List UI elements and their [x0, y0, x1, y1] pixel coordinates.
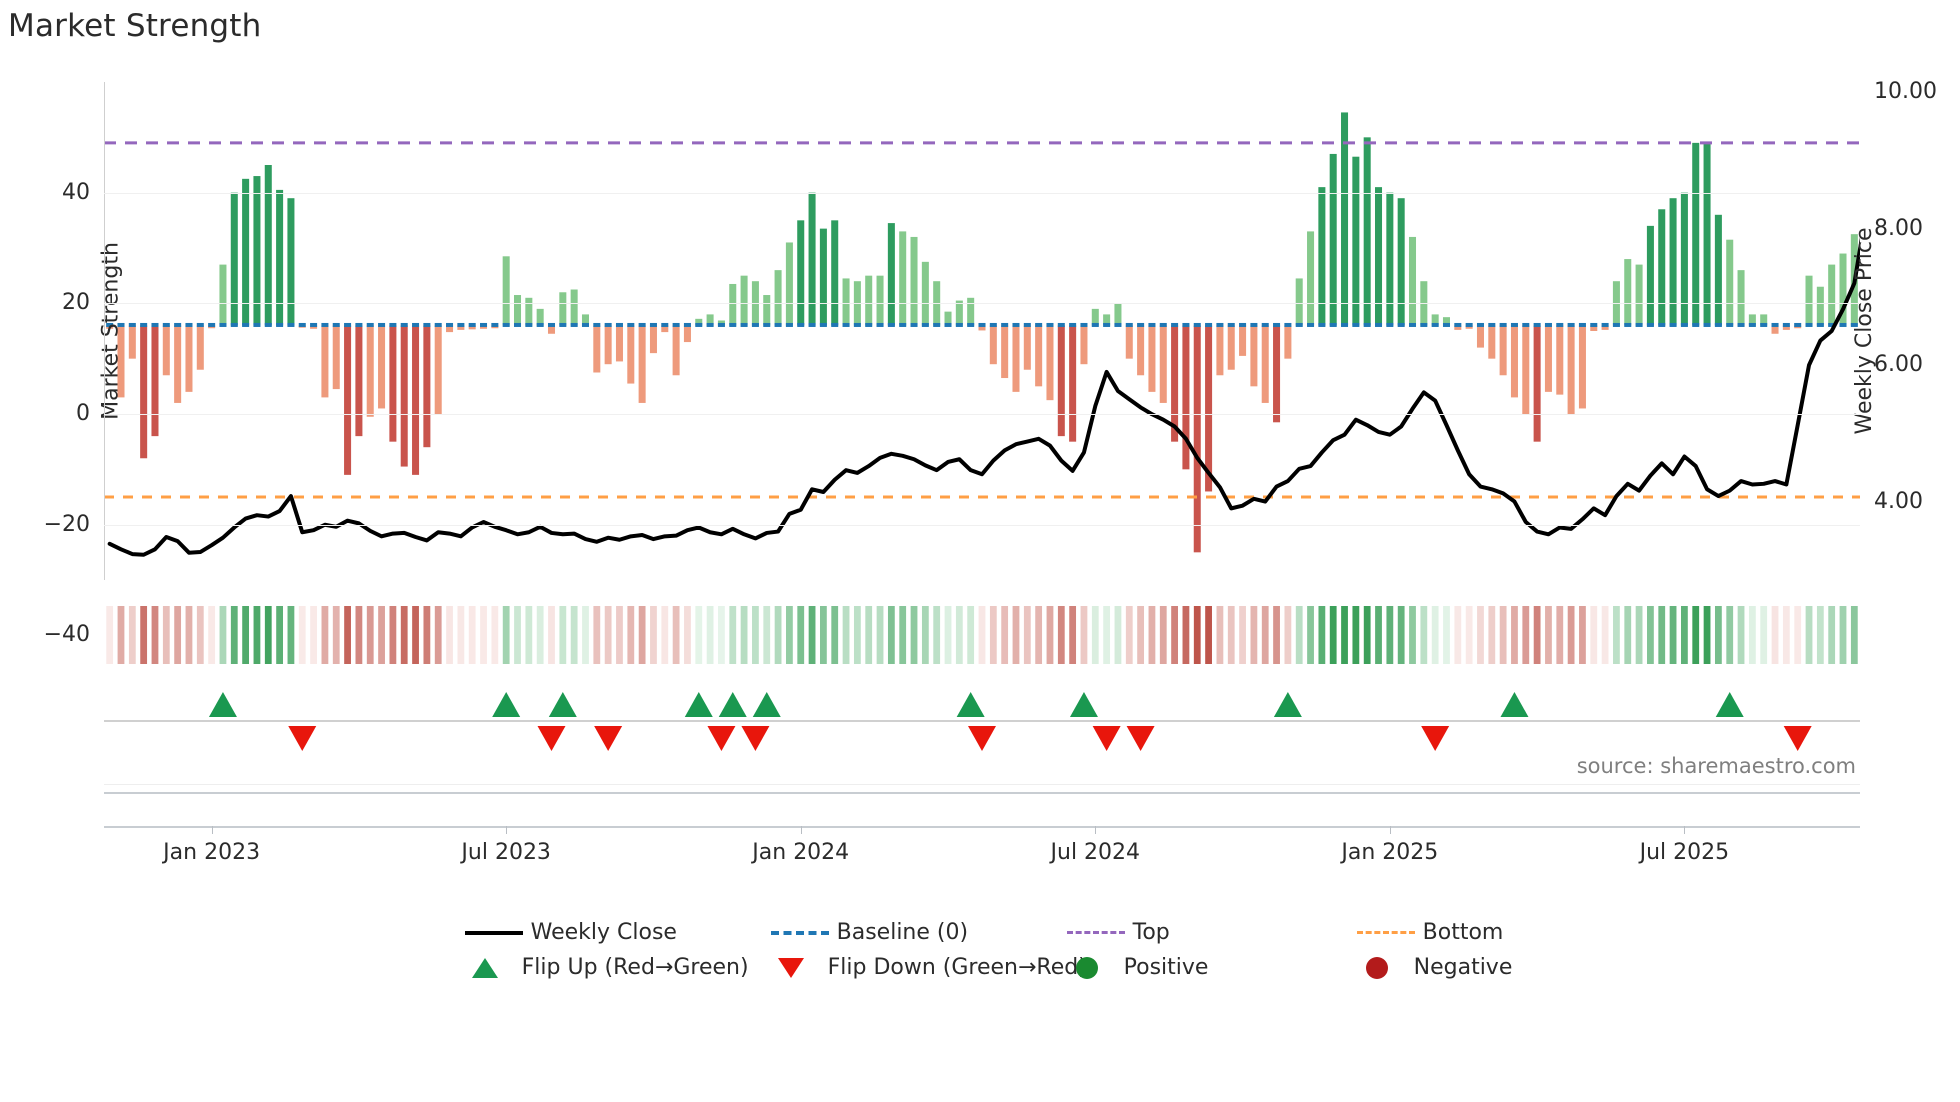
y-axis-spine	[104, 82, 105, 580]
chart-legend: Weekly Close Baseline (0) Top Bottom Fli…	[0, 920, 1960, 980]
x-tick-mark-3	[1095, 826, 1097, 834]
y-tick-left-1: 20	[62, 290, 90, 316]
legend-item-negative[interactable]: Negative	[1340, 955, 1513, 980]
x-tick-label-1: Jul 2023	[461, 840, 551, 865]
page-title: Market Strength	[8, 8, 262, 44]
x-tick-mark-4	[1389, 826, 1391, 834]
y-tick-right-3: 4.00	[1874, 488, 1923, 514]
legend-label-baseline: Baseline (0)	[836, 920, 969, 945]
x-tick-mark-0	[211, 826, 213, 834]
y-tick-left-2: 0	[76, 401, 90, 427]
x-tick-mark-5	[1684, 826, 1686, 834]
y-axis-left-label: Market Strength	[98, 242, 124, 420]
flip-marker-panel	[104, 676, 1860, 764]
x-tick-label-0: Jan 2023	[163, 840, 261, 865]
green-dot-icon	[1050, 956, 1124, 979]
gridline-40	[104, 192, 1860, 194]
x-tick-label-2: Jan 2024	[752, 840, 850, 865]
y-tick-right-2: 6.00	[1874, 352, 1923, 378]
legend-row-1: Weekly Close Baseline (0) Top Bottom	[457, 920, 1504, 945]
market-strength-plot	[104, 112, 1860, 557]
y-tick-right-0: 10.00	[1874, 79, 1937, 105]
y-tick-left-0: 40	[62, 179, 90, 205]
dashed-line-icon	[763, 930, 837, 935]
y-tick-left-4: −40	[43, 622, 90, 648]
x-tick-mark-1	[506, 826, 508, 834]
source-attribution: source: sharemaestro.com	[1576, 754, 1856, 778]
strength-heatmap-strip	[104, 606, 1860, 664]
flip-zero-line	[104, 720, 1860, 722]
x-axis-line	[104, 826, 1860, 828]
red-dot-icon	[1340, 956, 1414, 979]
flip-markers	[208, 692, 1812, 751]
legend-item-bottom[interactable]: Bottom	[1349, 920, 1504, 945]
gridline-n20	[104, 524, 1860, 526]
solid-line-icon	[457, 930, 531, 935]
x-tick-mark-2	[800, 826, 802, 834]
legend-label-negative: Negative	[1413, 955, 1513, 980]
main-plot-area: Market Strength Weekly Close Price 40 20…	[44, 81, 1937, 646]
x-tick-label-3: Jul 2024	[1050, 840, 1141, 865]
y-tick-left-3: −20	[43, 511, 90, 537]
legend-item-positive[interactable]: Positive	[1050, 955, 1340, 980]
legend-label-flip-up: Flip Up (Red→Green)	[521, 955, 749, 980]
legend-item-flip-down[interactable]: Flip Down (Green→Red)	[754, 955, 1087, 980]
legend-item-top[interactable]: Top	[1059, 920, 1349, 945]
legend-row-2: Flip Up (Red→Green) Flip Down (Green→Red…	[448, 955, 1513, 980]
y-tick-right-1: 8.00	[1874, 215, 1923, 241]
heatmap-cells	[106, 606, 1858, 664]
triangle-up-icon	[448, 957, 522, 978]
source-divider-thin	[104, 784, 1860, 785]
gridline-20	[104, 303, 1860, 305]
legend-label-bottom: Bottom	[1422, 920, 1504, 945]
x-axis: Jan 2023 Jul 2023 Jan 2024 Jul 2024 Jan 2025…	[104, 826, 1860, 886]
dotted-line-orange-icon	[1349, 931, 1423, 934]
legend-label-weekly-close: Weekly Close	[530, 920, 677, 945]
legend-item-flip-up[interactable]: Flip Up (Red→Green)	[448, 955, 754, 980]
y-axis-right-label: Weekly Close Price	[1852, 227, 1877, 435]
legend-label-top: Top	[1132, 920, 1170, 945]
legend-item-weekly-close[interactable]: Weekly Close	[457, 920, 763, 945]
gridline-0	[104, 414, 1860, 416]
legend-label-flip-down: Flip Down (Green→Red)	[827, 955, 1087, 980]
dotted-line-purple-icon	[1059, 931, 1133, 934]
triangle-down-icon	[754, 957, 828, 978]
legend-item-baseline[interactable]: Baseline (0)	[763, 920, 1059, 945]
x-tick-label-5: Jul 2025	[1639, 840, 1730, 865]
legend-label-positive: Positive	[1123, 955, 1209, 980]
source-panel: source: sharemaestro.com	[104, 754, 1860, 826]
source-divider-thick	[104, 792, 1860, 794]
x-tick-label-4: Jan 2025	[1341, 840, 1439, 865]
